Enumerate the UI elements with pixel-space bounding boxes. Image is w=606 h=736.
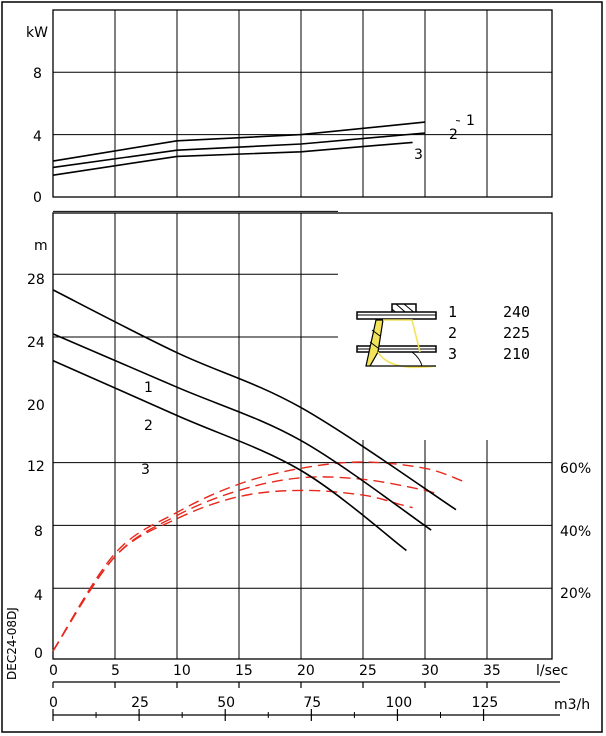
flow-ls-tick-label-35: 35 [483, 663, 501, 679]
flow-axis-m3h-ticks: 0 25 50 75 100 125 [49, 695, 498, 721]
impeller-legend: 1 240 2 225 3 210 [448, 303, 530, 363]
flow-ls-tick-label-15: 15 [235, 663, 253, 679]
impeller-vane-outline [383, 319, 421, 353]
legend-num-2: 2 [448, 324, 457, 342]
flow-m3h-tick-label-125: 125 [472, 695, 499, 711]
head-tick-8: 8 [34, 524, 43, 540]
head-line-2 [52, 333, 432, 531]
efficiency-curve-2 [52, 476, 438, 652]
legend-num-3: 3 [448, 345, 457, 363]
flow-ls-tick-label-5: 5 [111, 663, 120, 679]
efficiency-curve-3 [52, 489, 413, 652]
head-panel: m 28 24 20 12 8 4 0 60% 40% 20% 1 2 3 [27, 210, 591, 662]
impeller-blade-left-hatch-b [369, 341, 379, 349]
flow-ls-tick-label-30: 30 [421, 663, 439, 679]
power-panel: kW 0 4 8 1 2 3 [26, 9, 553, 206]
flow-ls-tick-label-25: 25 [359, 663, 377, 679]
flow-m3h-tick-label-50: 50 [217, 695, 235, 711]
impeller-drawing [356, 303, 437, 369]
efficiency-series-group [52, 461, 463, 652]
power-grid [53, 10, 552, 197]
eff-tick-40: 40% [560, 524, 591, 540]
power-line-3 [52, 141, 413, 176]
power-line-1 [52, 121, 426, 162]
head-tick-28: 28 [27, 272, 45, 288]
impeller-base-curve [411, 351, 423, 367]
flow-axis-ls-unit: l/sec [536, 663, 568, 679]
power-tick-8: 8 [33, 66, 42, 82]
power-axis-unit: kW [26, 25, 48, 41]
head-line-3 [52, 359, 407, 552]
flow-m3h-tick-label-75: 75 [303, 695, 321, 711]
flow-m3h-tick-label-0: 0 [49, 695, 58, 711]
legend-value-1: 240 [503, 303, 530, 321]
efficiency-curve-1 [52, 461, 463, 652]
impeller-blade-left [365, 319, 384, 367]
head-curve-label-2: 2 [144, 418, 153, 434]
drawing-code: DEC24-08DJ [5, 607, 19, 680]
flow-axis-m3h-unit: m3/h [554, 697, 590, 713]
head-series-group [52, 289, 457, 552]
flow-ls-tick-label-20: 20 [297, 663, 315, 679]
head-tick-20: 20 [27, 398, 45, 414]
impeller-outlet-curve [377, 351, 437, 369]
power-curve-label-3: 3 [414, 147, 423, 163]
head-tick-12: 12 [27, 459, 45, 475]
head-tick-4: 4 [34, 588, 43, 604]
power-panel-frame [52, 9, 553, 198]
legend-value-3: 210 [503, 345, 530, 363]
eff-tick-60: 60% [560, 461, 591, 477]
head-tick-24: 24 [27, 335, 45, 351]
power-curve-label-1: 1 [466, 113, 475, 129]
flow-ls-tick-label-0: 0 [49, 663, 58, 679]
legend-num-1: 1 [448, 303, 457, 321]
head-line-1 [52, 289, 457, 511]
power-tick-0: 0 [33, 190, 42, 206]
head-axis-unit: m [34, 238, 48, 254]
head-curve-label-1: 1 [144, 380, 153, 396]
flow-axis-m3h: 0 25 50 75 100 125 m3/h [49, 695, 590, 721]
power-curve-label-2: 2 [449, 127, 458, 143]
head-curve-label-3: 3 [141, 462, 150, 478]
legend-value-2: 225 [503, 324, 530, 342]
flow-m3h-tick-label-100: 100 [385, 695, 412, 711]
head-tick-0: 0 [34, 646, 43, 662]
flow-axis-ls: 0 5 10 15 20 25 30 35 l/sec [49, 663, 568, 688]
flow-axis-ls-ticks: 0 5 10 15 20 25 30 35 [49, 663, 501, 688]
power-tick-4: 4 [33, 129, 42, 145]
head-grid [53, 210, 552, 659]
head-panel-frame [52, 212, 553, 660]
flow-ls-tick-label-10: 10 [173, 663, 191, 679]
eff-tick-20: 20% [560, 586, 591, 602]
power-line-2 [52, 132, 426, 169]
flow-m3h-tick-label-25: 25 [131, 695, 149, 711]
power-series-group [52, 120, 461, 176]
impeller-blade-left-hatch-a [371, 329, 381, 337]
